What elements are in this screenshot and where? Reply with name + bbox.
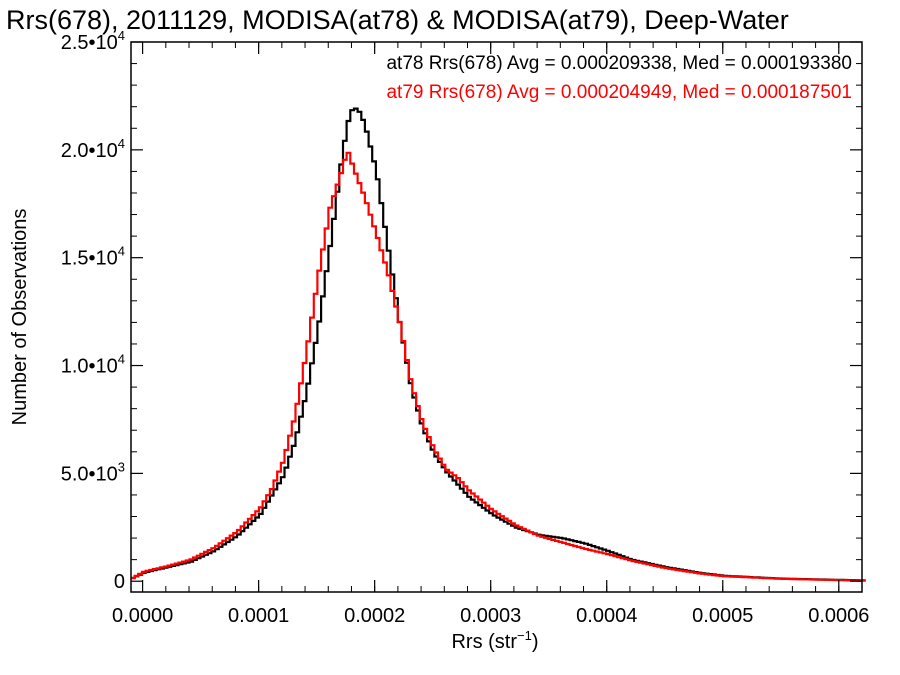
y-tick-label: 1.0•104 [61,352,125,378]
x-axis-label-close: ) [532,631,539,653]
x-tick-label: 0.0002 [344,605,405,627]
y-axis-label: Number of Observations [9,209,31,426]
x-axis-label: Rrs (str−1) [451,628,538,653]
y-tick-label: 2.5•104 [61,28,125,54]
x-tick-label: 0.0004 [576,605,637,627]
x-axis-label-superscript: −1 [517,628,532,643]
x-tick-label: 0.0001 [228,605,289,627]
ticks-layer: 0.0000 0.0001 0.0002 0.0003 0.0004 0.0005 0.00… [61,28,870,627]
x-tick-label: 0.0003 [460,605,521,627]
plot-frame [130,41,863,593]
y-tick-label: 1.5•104 [61,244,125,270]
legend-entry-at78: at78 Rrs(678) Avg = 0.000209338, Med = 0… [386,53,852,74]
y-tick-label: 5.0•103 [61,459,125,485]
x-tick-label: 0.0006 [808,605,869,627]
y-tick-label: 2.0•104 [61,136,125,162]
x-tick-label: 0.0005 [692,605,753,627]
x-tick-label: 0.0000 [112,605,173,627]
legend-entry-at79: at79 Rrs(678) Avg = 0.000204949, Med = 0… [386,82,852,103]
series-line-at79 [131,151,866,582]
chart-title: Rrs(678), 2011129, MODISA(at78) & MODISA… [6,5,789,35]
y-tick-label: 0 [114,571,125,593]
x-axis-label-main: Rrs (str [451,631,517,653]
series-layer [131,107,866,582]
